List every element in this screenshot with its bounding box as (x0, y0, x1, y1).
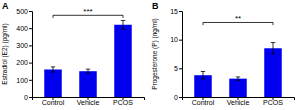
y-tick-line (179, 11, 182, 12)
error-bar-line (121, 20, 125, 29)
bar (44, 69, 62, 97)
y-axis-line (29, 12, 33, 98)
y-tick-label: 400 (16, 25, 28, 32)
x-tick: PCOS (263, 97, 283, 106)
y-tick-label: 5 (174, 65, 178, 72)
y-tick: 300 (16, 42, 32, 49)
x-tick: Vehicle (77, 97, 100, 106)
bar (114, 25, 132, 97)
panel: 0 100 200 300 400 500 Control Vehicle PCOS *** Est… (1, 1, 145, 106)
y-tick: 400 (16, 25, 32, 32)
error-bar-line (51, 67, 55, 72)
y-tick: 5 (174, 65, 182, 72)
panel: 0 5 10 15 Control Vehicle PCOS ** Progesterone (… (151, 1, 295, 106)
error-bar-line (236, 77, 240, 80)
y-tick-line (29, 11, 32, 12)
y-tick: 0 (24, 94, 32, 101)
x-tick-label: Control (42, 99, 65, 106)
y-tick: 15 (170, 8, 182, 15)
y-tick: 500 (16, 8, 32, 15)
significance-label: *** (83, 7, 92, 16)
y-tick: 100 (16, 77, 32, 84)
y-tick-label: 15 (170, 8, 178, 15)
panel-label: A (2, 1, 9, 11)
bar (79, 71, 97, 97)
x-tick: Control (192, 97, 215, 106)
y-tick-line (29, 63, 32, 64)
y-tick-line (29, 97, 32, 98)
significance-label: ** (235, 14, 241, 23)
x-axis: Control Vehicle PCOS (183, 97, 295, 106)
y-axis: 0 5 10 15 (170, 8, 182, 101)
error-bar (51, 67, 55, 72)
y-tick: 0 (174, 94, 182, 101)
y-tick-line (179, 40, 182, 41)
y-axis-title: Estradiol (E2) (pg/ml) (1, 23, 9, 84)
y-tick-label: 200 (16, 59, 28, 66)
y-axis: 0 100 200 300 400 500 (16, 8, 32, 101)
x-tick: Vehicle (227, 97, 250, 106)
plot-area (194, 22, 282, 97)
y-axis-title: Progesterone (P) (ng/ml) (151, 18, 159, 90)
x-tick-label: PCOS (113, 99, 133, 106)
y-tick-label: 0 (174, 94, 178, 101)
y-tick-line (179, 97, 182, 98)
bar (264, 48, 282, 97)
error-bar (201, 71, 205, 78)
y-tick-label: 300 (16, 42, 28, 49)
error-bar (236, 77, 240, 80)
bar (229, 79, 247, 97)
error-bar-line (201, 71, 205, 78)
x-tick: Control (42, 97, 65, 106)
figure: 0100200300400500ControlVehiclePCOS***Est… (0, 0, 300, 110)
y-tick: 10 (170, 36, 182, 43)
y-tick-label: 100 (16, 77, 28, 84)
x-tick-label: PCOS (263, 99, 283, 106)
y-tick-label: 10 (170, 36, 178, 43)
y-tick-line (29, 45, 32, 46)
y-tick-label: 500 (16, 8, 28, 15)
y-axis-line (179, 12, 183, 98)
panel-label: B (152, 1, 159, 11)
x-axis: Control Vehicle PCOS (33, 97, 145, 106)
y-tick-line (29, 28, 32, 29)
y-tick-line (29, 80, 32, 81)
error-bar (121, 20, 125, 29)
error-bar-line (271, 43, 275, 54)
x-tick-label: Vehicle (77, 99, 100, 106)
error-bar-line (86, 69, 90, 73)
y-tick-line (179, 68, 182, 69)
error-bar (271, 43, 275, 54)
y-tick-label: 0 (24, 94, 28, 101)
x-tick-label: Vehicle (227, 99, 250, 106)
error-bar (86, 69, 90, 73)
y-tick: 200 (16, 59, 32, 66)
x-tick-label: Control (192, 99, 215, 106)
x-tick: PCOS (113, 97, 133, 106)
plot-area (44, 15, 132, 97)
